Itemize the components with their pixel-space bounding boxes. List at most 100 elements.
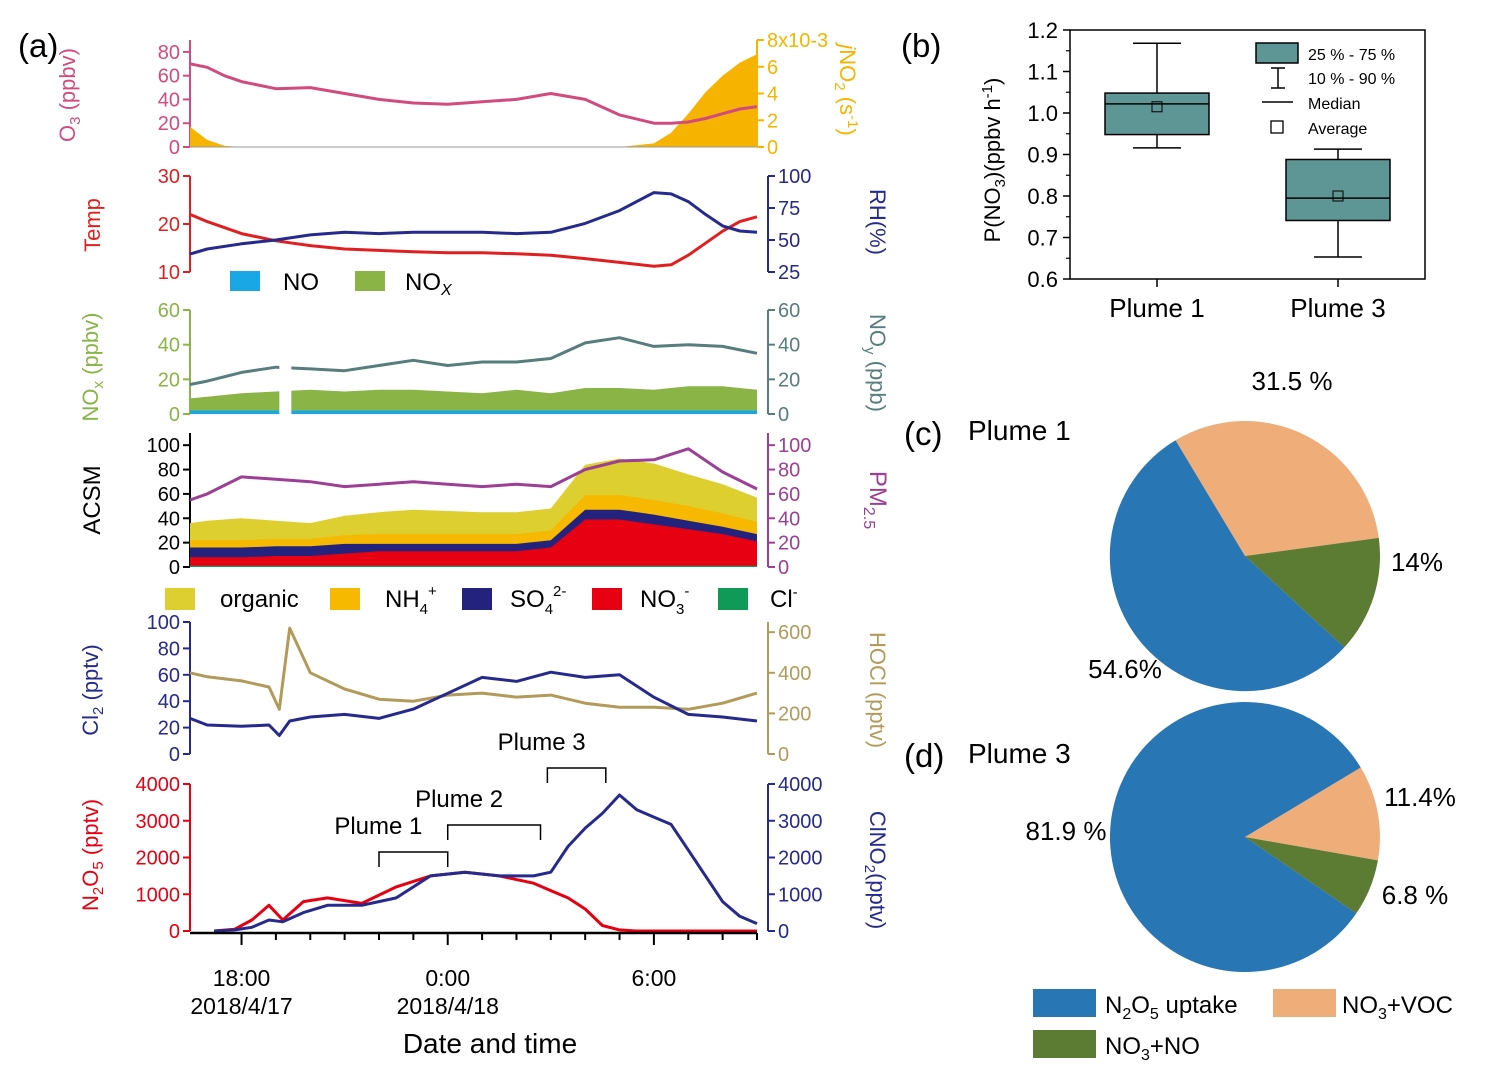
pie-slice-no3-no [1245,537,1381,648]
rh-tick-label: 100 [778,166,811,188]
noy-tick-label: 40 [778,335,800,357]
cl-area [190,565,757,567]
nox-tick-label: 40 [158,335,180,357]
nox-tick-label: 60 [158,300,180,322]
jno2-area [190,54,757,147]
ylabel-temp: Temp [80,198,105,252]
legend-swatch-no3 [592,588,622,610]
legend-label-nh4: NH4+ [385,583,437,618]
legend-swatch-organic [165,588,195,610]
subplot-temp-rh: Temp RH(%) 10 20 30 25 50 75 100 [80,166,890,284]
clno2-tick-label: 4000 [778,774,823,796]
x-tick-label: 2018/4/17 [190,993,292,1019]
x-tick-label: 18:00 [213,965,271,991]
temp-tick-label: 30 [158,166,180,188]
temp-line [189,213,758,268]
xlabel-date-time: Date and time [403,1028,577,1059]
jno2-tick-label: 0 [767,137,778,159]
box-mean-marker [1332,190,1344,202]
panel-label-a: (a) [18,27,58,64]
panel-label-c: (c) [904,415,942,452]
pm25-line [189,447,758,502]
nox-tick-label: 0 [169,404,180,426]
pie-value-label: 14% [1391,547,1443,577]
n2o5-tick-label: 0 [169,921,180,943]
o3-line [189,62,758,125]
ylabel-pm25: PM2.5 [860,471,891,529]
legend-swatch-voc [1273,989,1336,1017]
legend-swatch-so4 [462,588,492,610]
data-gap [279,310,292,414]
temp-tick-label: 20 [158,214,180,236]
pie-value-label: 54.6% [1088,654,1162,684]
temp-tick-label: 10 [158,262,180,284]
y-tick-label: 0.7 [1027,226,1058,251]
ylabel-hocl: HOCl (pptv) [865,632,890,748]
jno2-tick-label: 6 [767,57,778,79]
y-tick-label: 1.2 [1027,18,1058,43]
jno2-tick-label: 4 [767,84,778,106]
rh-tick-label: 75 [778,198,800,220]
pie-title-plume1: Plume 1 [968,415,1071,446]
legend-label-whisker: 10 % - 90 % [1308,71,1395,88]
clno2-tick-label: 1000 [778,884,823,906]
y-tick-label: 0.9 [1027,143,1058,168]
legend-label-no3-no: NO3+NO [1105,1033,1200,1064]
panel-a-timeseries: O3 (ppbv) jNO2 (s-1) 02040608002468x10-3… [55,30,891,1059]
y-tick-label: 1.0 [1027,101,1058,126]
legend-whisker-icon [1271,67,1285,89]
clno2-tick-label: 2000 [778,848,823,870]
legend-label-nox: NOX [405,269,453,299]
o3-tick-label: 0 [169,137,180,159]
acsm-tick-label: 40 [158,508,180,530]
cl2-tick-label: 20 [158,718,180,740]
legend-label-no3: NO3- [640,583,689,618]
pie-value-label: 81.9 % [1026,816,1107,846]
legend-swatch-box [1255,42,1299,64]
ylabel-rh: RH(%) [865,189,890,255]
noy-tick-label: 20 [778,369,800,391]
legend-label-organic: organic [220,586,299,613]
legend-label-so4: SO42- [510,583,566,618]
rh-tick-label: 25 [778,262,800,284]
noy-tick-label: 0 [778,404,789,426]
rh-tick-label: 50 [778,230,800,252]
cl2-tick-label: 40 [158,691,180,713]
pie-title-plume3: Plume 3 [968,738,1071,769]
legend-label-voc: NO3+VOC [1342,992,1453,1023]
ylabel-clno2: ClNO2(pptv) [861,811,890,929]
pie-legend: N2O5 uptake NO3+VOC NO3+NO [1033,989,1453,1064]
legend-acsm-species: organic NH4+ SO42- NO3- Cl- [165,583,798,618]
plume-label: Plume 3 [498,729,586,756]
pm25-tick-label: 80 [778,460,800,482]
pie-slice-n2o5-uptake [1109,702,1361,973]
hocl-tick-label: 200 [778,703,811,725]
no3-area [190,519,757,567]
legend-no-nox: NO NOX [230,269,453,299]
n2o5-line [213,870,757,933]
cl2-line [189,670,758,737]
legend-label-no: NO [283,269,319,296]
legend-swatch-nox [355,271,385,291]
cl2-tick-label: 80 [158,638,180,660]
pie-slice-no3-no [1245,837,1378,914]
jno2-tick-label: 8x10-3 [767,30,828,52]
panel-label-b: (b) [901,27,941,64]
clno2-tick-label: 0 [778,921,789,943]
cl2-tick-label: 100 [147,612,180,634]
legend-swatch-uptake [1033,989,1096,1017]
acsm-tick-label: 0 [169,557,180,579]
plume-bracket [378,851,449,867]
ylabel-noy: NOy (ppb) [861,314,890,412]
noy-line [189,336,758,386]
x-tick-label: 0:00 [425,965,470,991]
box-iqr [1104,92,1210,136]
ylabel-nox: NOx (ppbv) [78,313,107,422]
legend-swatch-nh4 [330,588,360,610]
pie-slice-no3-voc [1175,421,1379,556]
pm25-tick-label: 0 [778,557,789,579]
x-tick-label: 6:00 [632,965,677,991]
hocl-line [189,626,758,711]
plume-label: Plume 2 [415,786,503,813]
